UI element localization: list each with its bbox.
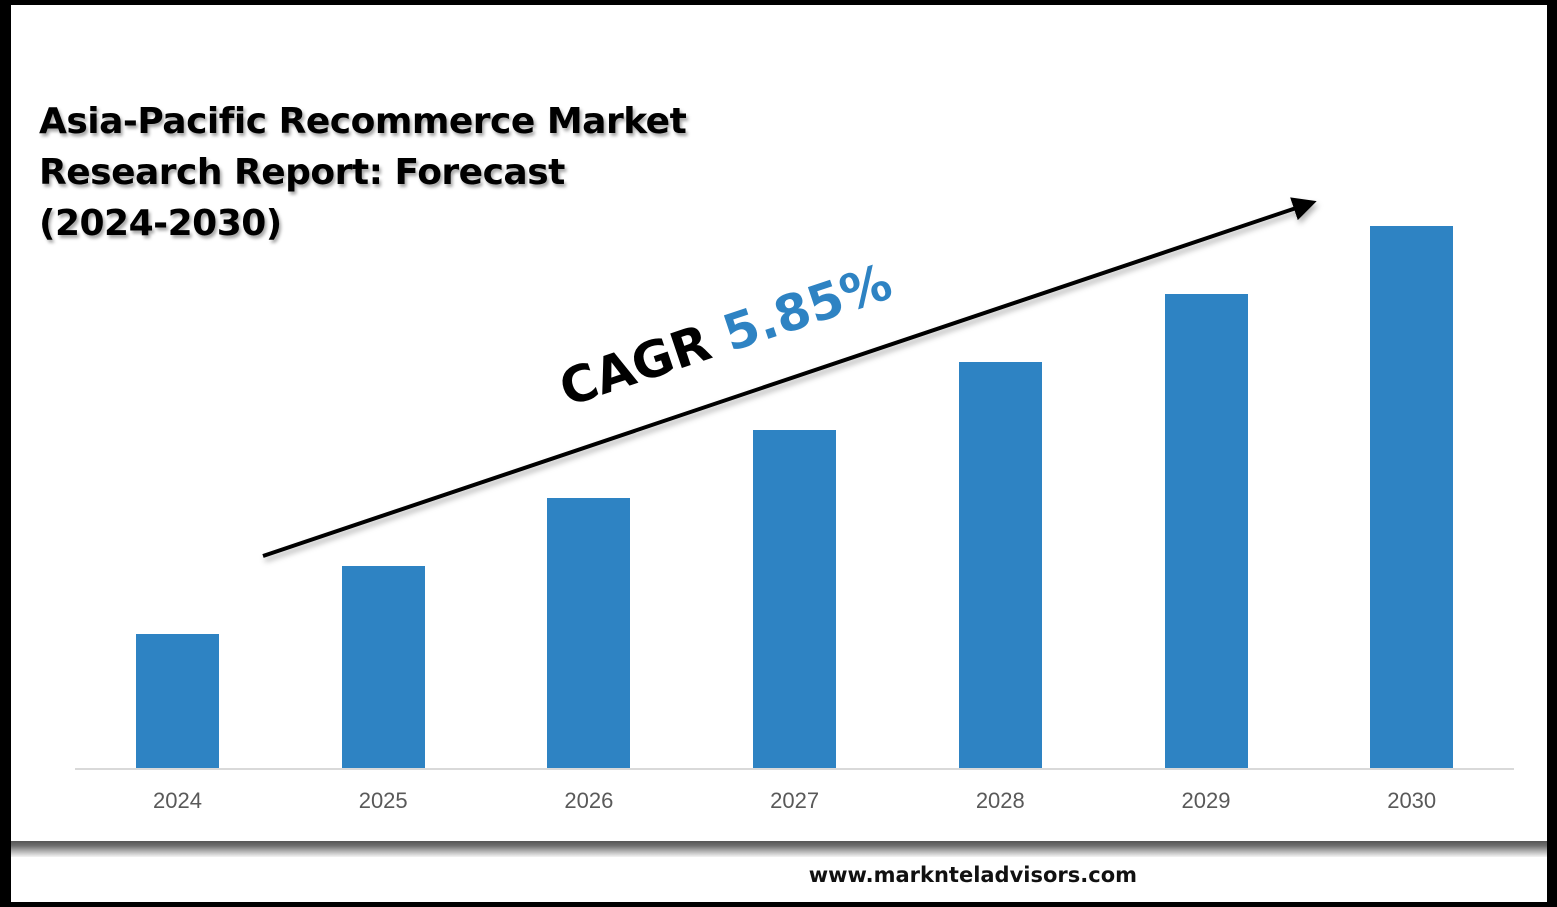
chart-title: Asia-Pacific Recommerce Market Research … — [39, 96, 687, 249]
title-line-2: Research Report: Forecast — [39, 152, 565, 193]
x-label-2026: 2026 — [564, 788, 614, 813]
x-label-2027: 2027 — [770, 788, 820, 813]
bar-2029 — [1164, 294, 1248, 768]
bar-2024 — [136, 634, 219, 768]
footer-url: www.marknteladvisors.com — [808, 863, 1137, 887]
cagr-trend-arrow-icon — [262, 197, 1317, 558]
title-line-3: (2024-2030) — [39, 203, 282, 244]
x-label-2024: 2024 — [153, 788, 202, 813]
x-label-2028: 2028 — [975, 788, 1025, 813]
bar-2025 — [341, 566, 425, 768]
bar-2026 — [547, 498, 631, 768]
footer-divider — [11, 841, 1547, 857]
x-axis-line — [75, 768, 1514, 770]
x-label-2025: 2025 — [358, 788, 408, 813]
bar-2027 — [753, 430, 837, 768]
bar-2030 — [1370, 226, 1454, 768]
chart-canvas: Asia-Pacific Recommerce Market Research … — [11, 5, 1547, 902]
x-label-2029: 2029 — [1181, 788, 1231, 813]
x-label-2030: 2030 — [1387, 788, 1437, 813]
bar-2028 — [958, 362, 1042, 768]
title-line-1: Asia-Pacific Recommerce Market — [39, 101, 687, 142]
